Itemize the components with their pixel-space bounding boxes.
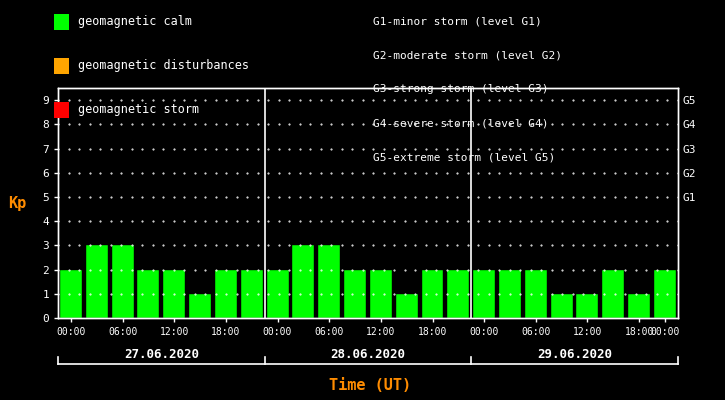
- Text: 29.06.2020: 29.06.2020: [537, 348, 612, 361]
- Text: Time (UT): Time (UT): [328, 378, 411, 393]
- Bar: [241, 270, 262, 318]
- Bar: [318, 245, 340, 318]
- Bar: [602, 270, 624, 318]
- Bar: [525, 270, 547, 318]
- Bar: [163, 270, 185, 318]
- Bar: [86, 245, 108, 318]
- Text: 27.06.2020: 27.06.2020: [124, 348, 199, 361]
- Bar: [551, 294, 573, 318]
- Bar: [421, 270, 444, 318]
- Bar: [215, 270, 237, 318]
- Text: G1-minor storm (level G1): G1-minor storm (level G1): [373, 16, 542, 26]
- Bar: [292, 245, 315, 318]
- Text: G5-extreme storm (level G5): G5-extreme storm (level G5): [373, 152, 555, 162]
- Bar: [473, 270, 495, 318]
- Text: geomagnetic storm: geomagnetic storm: [78, 104, 199, 116]
- Text: G2-moderate storm (level G2): G2-moderate storm (level G2): [373, 50, 563, 60]
- Bar: [344, 270, 366, 318]
- Bar: [138, 270, 160, 318]
- Bar: [370, 270, 392, 318]
- Bar: [576, 294, 598, 318]
- Bar: [499, 270, 521, 318]
- Bar: [112, 245, 133, 318]
- Bar: [267, 270, 289, 318]
- Text: 28.06.2020: 28.06.2020: [331, 348, 405, 361]
- Text: G3-strong storm (level G3): G3-strong storm (level G3): [373, 84, 549, 94]
- Text: geomagnetic calm: geomagnetic calm: [78, 16, 191, 28]
- Bar: [654, 270, 676, 318]
- Bar: [628, 294, 650, 318]
- Text: geomagnetic disturbances: geomagnetic disturbances: [78, 60, 249, 72]
- Text: Kp: Kp: [9, 196, 27, 210]
- Bar: [60, 270, 82, 318]
- Text: G4-severe storm (level G4): G4-severe storm (level G4): [373, 118, 549, 128]
- Bar: [396, 294, 418, 318]
- Bar: [189, 294, 211, 318]
- Bar: [447, 270, 469, 318]
